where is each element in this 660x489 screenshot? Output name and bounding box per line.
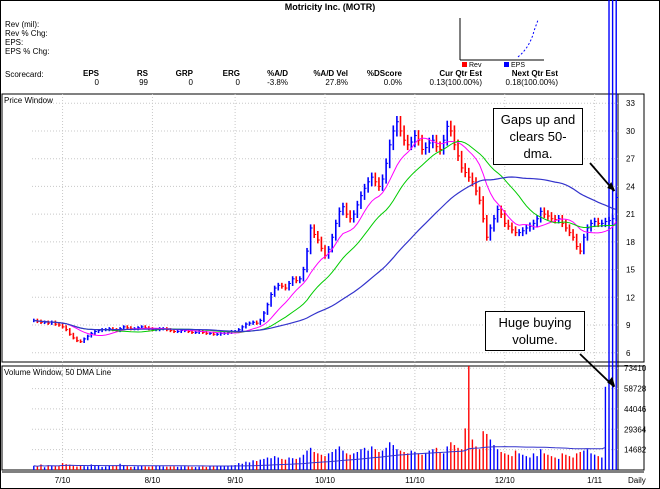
scorecard-eps: EPS 0 [65,69,99,87]
eps-label: EPS: [5,38,24,47]
date-tick-label: 10/10 [315,476,336,485]
volume-tick-label: 58728 [624,385,647,394]
scorecard-header: %A/D Vel [313,69,348,78]
volume-tick-label: 73410 [624,364,647,373]
scorecard-header: %DScore [366,69,402,78]
scorecard-header: Cur Qtr Est [439,69,482,78]
price-tick-label: 18 [626,238,635,247]
eps-legend-label: EPS [511,62,525,69]
price-pane [1,93,645,363]
rev-label: Rev (mil): [5,20,40,29]
scorecard-value: 99 [139,78,148,87]
price-tick-label: 6 [626,349,631,358]
scorecard-value: 0 [235,78,240,87]
scorecard-value: 0 [188,78,193,87]
date-tick-label: 11/10 [405,476,425,485]
rev-change-label: Rev % Chg: [5,29,48,38]
scorecard-ad: %A/D -3.8% [250,69,288,87]
date-tick-label: 12/10 [495,476,516,485]
scorecard-header: GRP [175,69,193,78]
fundamentals-labels: Rev (mil): Rev % Chg: EPS: EPS % Chg: [5,20,49,56]
volume-arrowhead [607,376,616,387]
eps-change-label: EPS % Chg: [5,47,50,56]
volume-window-label: Volume Window, 50 DMA Line [4,368,112,377]
scorecard-grp: GRP 0 [165,69,193,87]
date-tick-label: 9/10 [227,476,243,485]
price-tick-label: 21 [626,210,635,219]
scorecard-value: -3.8% [267,78,288,87]
gap-arrowhead [607,182,616,192]
moving-average-lines [33,137,617,467]
price-tick-label: 12 [626,293,635,302]
volume-tick-label: 29364 [624,425,647,434]
price-tick-label: 30 [626,127,635,136]
buying-volume-callout: Huge buying volume. [485,311,585,351]
rev-legend-label: Rev [469,62,482,69]
chart-title: Motricity Inc. (MOTR) [284,2,376,12]
price-tick-label: 9 [626,321,631,330]
scorecard-rs: RS 99 [120,69,148,87]
scorecard-value: 0 [94,78,99,87]
scorecard-ad-vel: %A/D Vel 27.8% [300,69,348,87]
ma-10-line [33,137,617,336]
scorecard-value: 27.8% [325,78,348,87]
scorecard-value: 0.18(100.00%) [505,78,558,87]
scorecard-header: ERG [222,69,240,78]
period-label: Daily [628,476,646,485]
eps-legend-swatch [504,62,509,67]
estimates-mini-chart: Rev EPS [459,18,544,69]
scorecard-cur-qtr: Cur Qtr Est 0.13(100.00%) [418,69,482,87]
volume-ma-50-line [33,446,606,467]
rev-legend-swatch [462,62,467,67]
price-tick-label: 33 [626,99,635,108]
price-tick-label: 27 [626,155,635,164]
scorecard-header: %A/D [267,69,288,78]
date-tick-label: 7/10 [55,476,71,485]
scorecard-dscore: %DScore 0.0% [358,69,402,87]
ma-50-line [33,176,617,332]
volume-tick-label: 44046 [624,405,647,414]
ma-21-line [33,140,617,333]
volume-pane [1,365,645,471]
price-tick-label: 15 [626,266,635,275]
scorecard-header: Next Qtr Est [511,69,558,78]
gap-up-callout: Gaps up and clears 50-dma. [493,108,583,165]
scorecard-label: Scorecard: [5,70,44,79]
scorecard-value: 0.0% [383,78,402,87]
date-tick-label: 8/10 [145,476,161,485]
scorecard-next-qtr: Next Qtr Est 0.18(100.00%) [492,69,558,87]
price-tick-label: 24 [626,182,635,191]
price-window-label: Price Window [4,96,53,105]
date-tick-label: 1/11 [587,476,603,485]
volume-tick-label: 14682 [624,446,647,455]
scorecard-erg: ERG 0 [212,69,240,87]
scorecard-header: EPS [82,69,99,78]
scorecard-header: RS [136,69,148,78]
scorecard-value: 0.13(100.00%) [429,78,482,87]
